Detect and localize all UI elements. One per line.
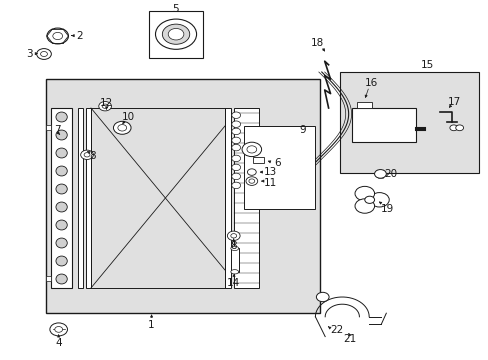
Text: 16: 16 <box>364 78 378 88</box>
Ellipse shape <box>230 270 238 274</box>
Text: 9: 9 <box>299 125 306 135</box>
Circle shape <box>230 234 236 238</box>
Circle shape <box>455 125 463 131</box>
Circle shape <box>37 49 51 59</box>
Circle shape <box>227 231 240 240</box>
Ellipse shape <box>56 202 67 212</box>
Bar <box>46 79 320 313</box>
Circle shape <box>247 169 256 175</box>
Bar <box>230 248 238 272</box>
Circle shape <box>316 292 328 302</box>
Text: 8: 8 <box>230 240 237 251</box>
Text: 6: 6 <box>274 158 281 168</box>
Text: 22: 22 <box>329 325 343 336</box>
Bar <box>46 125 51 130</box>
Ellipse shape <box>231 155 240 162</box>
Ellipse shape <box>231 144 240 151</box>
Circle shape <box>354 186 374 201</box>
Ellipse shape <box>231 182 240 189</box>
Text: 20: 20 <box>384 169 397 179</box>
Bar <box>253 157 264 163</box>
Ellipse shape <box>230 246 238 251</box>
Ellipse shape <box>231 128 240 135</box>
Bar <box>233 108 259 288</box>
Circle shape <box>55 327 62 332</box>
Circle shape <box>155 19 196 49</box>
Text: 21: 21 <box>343 334 356 344</box>
Text: 3: 3 <box>26 49 33 59</box>
Text: 15: 15 <box>420 60 434 70</box>
Ellipse shape <box>56 184 67 194</box>
Ellipse shape <box>231 173 240 180</box>
Bar <box>149 11 203 58</box>
Circle shape <box>162 24 189 44</box>
Circle shape <box>53 32 62 40</box>
Text: 10: 10 <box>122 112 135 122</box>
Ellipse shape <box>56 220 67 230</box>
Text: 12: 12 <box>100 98 113 108</box>
Circle shape <box>246 146 256 153</box>
Circle shape <box>50 323 67 336</box>
Bar <box>78 108 83 288</box>
Bar <box>224 108 231 288</box>
Ellipse shape <box>231 121 240 127</box>
Circle shape <box>354 199 374 213</box>
Text: 4: 4 <box>55 338 62 348</box>
Ellipse shape <box>56 148 67 158</box>
Text: 5: 5 <box>171 4 178 14</box>
Bar <box>86 108 91 288</box>
Bar <box>351 108 415 142</box>
Circle shape <box>245 177 257 185</box>
Bar <box>244 126 315 209</box>
Circle shape <box>102 104 108 108</box>
Ellipse shape <box>231 112 240 118</box>
Ellipse shape <box>231 164 240 171</box>
Text: 11: 11 <box>264 177 277 188</box>
Circle shape <box>242 142 261 157</box>
Ellipse shape <box>56 256 67 266</box>
Circle shape <box>374 170 386 178</box>
Bar <box>46 276 51 281</box>
Ellipse shape <box>56 130 67 140</box>
Text: 1: 1 <box>148 320 155 330</box>
Text: 17: 17 <box>447 96 461 107</box>
Text: 18: 18 <box>310 38 324 48</box>
Circle shape <box>41 51 47 57</box>
Bar <box>356 102 371 108</box>
Ellipse shape <box>56 274 67 284</box>
Ellipse shape <box>56 166 67 176</box>
Text: 2: 2 <box>76 31 83 41</box>
Text: 14: 14 <box>226 278 240 288</box>
Ellipse shape <box>56 238 67 248</box>
Circle shape <box>364 196 374 203</box>
Ellipse shape <box>56 112 67 122</box>
Text: 13: 13 <box>264 167 277 177</box>
Ellipse shape <box>231 137 240 144</box>
Text: 19: 19 <box>380 204 394 214</box>
Text: 8: 8 <box>89 151 96 161</box>
Circle shape <box>47 28 68 44</box>
Circle shape <box>113 121 131 134</box>
Text: 7: 7 <box>54 125 61 135</box>
Circle shape <box>81 150 93 159</box>
Bar <box>51 108 72 288</box>
Circle shape <box>449 125 457 131</box>
Circle shape <box>99 102 111 111</box>
Circle shape <box>84 153 90 157</box>
Circle shape <box>168 28 183 40</box>
Circle shape <box>369 193 388 207</box>
Bar <box>339 72 478 173</box>
Circle shape <box>248 179 254 183</box>
Circle shape <box>118 125 126 131</box>
